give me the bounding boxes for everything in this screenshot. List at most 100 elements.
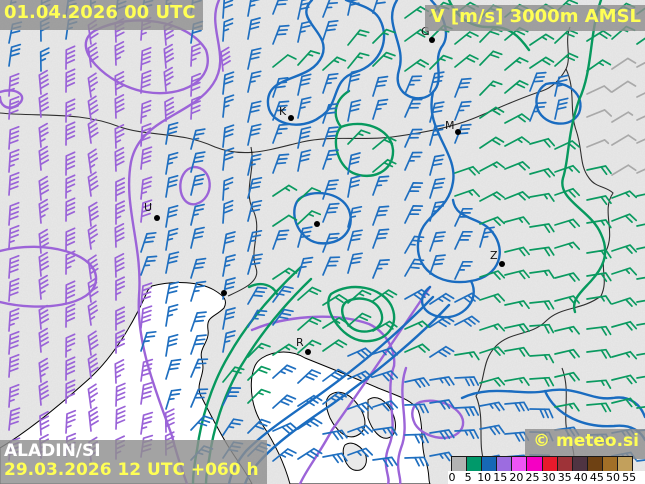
contour-line xyxy=(266,0,386,126)
wind-barb xyxy=(247,0,260,17)
wind-barb xyxy=(529,323,555,334)
wind-barb xyxy=(114,71,125,96)
wind-barb xyxy=(222,277,236,300)
wind-barb xyxy=(611,111,634,123)
wind-barb xyxy=(8,407,21,431)
legend-tick-label: 25 xyxy=(525,471,540,484)
wind-barb xyxy=(347,129,371,145)
wind-barb xyxy=(404,456,429,467)
wind-barb xyxy=(429,399,455,410)
wind-barb xyxy=(454,207,473,227)
wind-barb xyxy=(586,195,612,206)
wind-barb xyxy=(372,259,390,279)
wind-barb xyxy=(115,306,126,331)
wind-barb xyxy=(347,69,362,92)
wind-barb xyxy=(140,122,152,147)
wind-barb xyxy=(454,230,473,250)
wind-barb xyxy=(611,374,637,385)
wind-barb xyxy=(114,147,125,172)
wind-barb xyxy=(429,429,455,440)
wind-barb xyxy=(347,401,374,413)
wind-barb xyxy=(8,330,20,355)
wind-barb xyxy=(247,365,271,381)
legend-tick-label: 45 xyxy=(589,471,604,484)
wind-barb xyxy=(65,409,77,434)
wind-barb xyxy=(39,47,50,72)
legend-swatch xyxy=(586,456,603,472)
wind-barb xyxy=(529,71,547,92)
wind-barb xyxy=(554,140,580,150)
legend-swatch xyxy=(511,456,528,472)
contour-line xyxy=(334,89,351,129)
contour-line xyxy=(334,122,395,178)
wind-barb xyxy=(454,376,480,387)
wind-barb xyxy=(322,368,347,382)
wind-barb xyxy=(222,330,236,353)
wind-barb xyxy=(586,348,612,359)
wind-barb xyxy=(554,74,569,97)
wind-barb xyxy=(529,101,547,122)
wind-barb xyxy=(322,452,348,464)
wind-barb xyxy=(87,42,99,68)
wind-barb xyxy=(504,269,530,280)
wind-barb xyxy=(38,304,50,330)
wind-barb xyxy=(140,69,152,94)
station-dot xyxy=(314,221,320,227)
wind-barb xyxy=(87,277,99,303)
wind-barb xyxy=(222,307,236,330)
station-letter: R xyxy=(296,336,304,349)
wind-barb xyxy=(479,216,506,226)
wind-barb xyxy=(372,426,398,437)
wind-barb xyxy=(454,77,472,98)
wind-barb xyxy=(65,174,76,199)
wind-barb xyxy=(529,246,555,257)
wind-barb xyxy=(164,96,175,122)
wind-barb xyxy=(165,388,182,410)
wind-barb xyxy=(372,75,389,97)
wind-barb xyxy=(247,229,263,252)
wind-barb xyxy=(504,376,530,386)
wind-barb xyxy=(636,352,645,356)
wind-barb xyxy=(297,286,322,301)
wind-barb xyxy=(247,253,263,275)
wind-barb xyxy=(554,325,580,335)
wind-barb xyxy=(347,289,372,304)
wind-barb xyxy=(114,253,125,278)
wind-barb xyxy=(429,101,445,123)
legend-tick-label: 30 xyxy=(541,471,556,484)
wind-barb xyxy=(272,267,298,280)
wind-barb xyxy=(272,285,294,303)
wind-barb xyxy=(65,45,76,70)
wind-barb xyxy=(636,299,645,303)
wind-barb xyxy=(87,353,99,379)
wind-barb xyxy=(479,80,503,96)
wind-barb xyxy=(272,448,297,462)
wind-barb xyxy=(222,71,235,95)
wind-barb xyxy=(190,95,202,120)
wind-barb xyxy=(190,334,207,355)
wind-barb xyxy=(529,33,555,46)
wind-barb xyxy=(454,100,472,121)
wind-barb xyxy=(372,456,398,468)
wind-barb xyxy=(636,61,645,68)
wind-barb xyxy=(479,376,506,387)
wind-barb xyxy=(38,175,50,201)
wind-barb xyxy=(636,375,645,379)
wind-barb xyxy=(297,226,313,248)
wind-barb xyxy=(454,351,480,361)
wind-barb xyxy=(190,128,206,150)
coastline xyxy=(0,282,253,484)
wind-barb xyxy=(529,353,555,364)
wind-barb xyxy=(65,250,76,275)
wind-barb xyxy=(65,151,76,176)
wind-barb xyxy=(611,297,638,307)
wind-barb xyxy=(504,113,530,124)
wind-barb xyxy=(297,73,312,96)
wind-barb xyxy=(586,30,612,42)
wind-barb xyxy=(322,56,347,71)
wind-barb xyxy=(222,387,242,406)
wind-barb xyxy=(554,218,581,229)
wind-barb xyxy=(554,272,580,282)
wind-barb xyxy=(222,366,245,383)
